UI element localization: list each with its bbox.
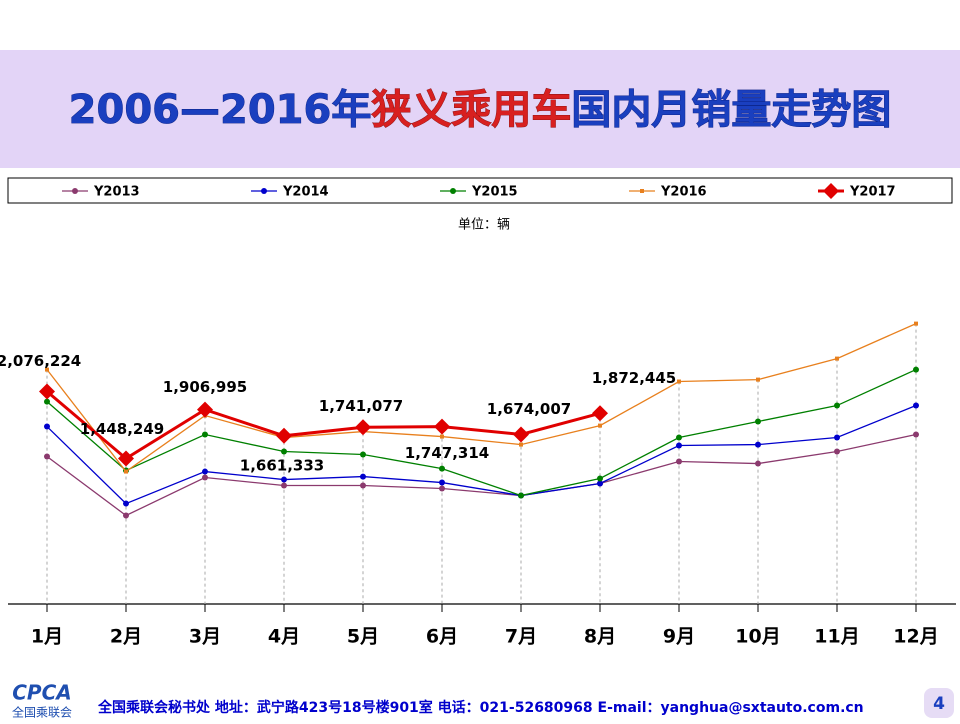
legend-marker — [72, 188, 78, 194]
legend-label: Y2014 — [282, 185, 329, 200]
marker — [914, 321, 918, 326]
x-tick-label: 10月 — [735, 626, 780, 648]
marker — [518, 492, 524, 499]
marker — [597, 475, 603, 482]
x-tick-label: 11月 — [814, 626, 859, 648]
marker — [360, 473, 366, 480]
marker — [755, 460, 761, 467]
marker — [519, 442, 523, 447]
marker — [513, 426, 529, 443]
marker — [44, 398, 50, 405]
marker — [360, 451, 366, 458]
marker — [834, 448, 840, 455]
x-tick-label: 12月 — [893, 626, 938, 648]
logo-box — [4, 684, 82, 718]
x-tick-label: 4月 — [268, 626, 300, 648]
marker — [276, 427, 292, 444]
title-part: 2006—2016年 — [69, 87, 372, 133]
marker — [755, 418, 761, 425]
marker — [913, 366, 919, 373]
marker — [360, 482, 366, 489]
series-line — [46, 404, 917, 505]
marker — [281, 448, 287, 455]
x-tick-label: 7月 — [505, 626, 537, 648]
value-label: 1,448,249 — [80, 420, 164, 438]
marker — [598, 423, 602, 428]
x-tick-label: 1月 — [31, 626, 63, 648]
legend-marker — [261, 188, 267, 194]
marker — [592, 405, 608, 422]
x-tick-label: 3月 — [189, 626, 221, 648]
marker — [597, 480, 603, 487]
marker — [676, 458, 682, 465]
value-label: 1,741,077 — [319, 397, 403, 415]
marker — [756, 377, 760, 382]
value-label: 1,872,445 — [592, 369, 676, 387]
marker — [123, 500, 129, 507]
marker — [44, 453, 50, 460]
title-part: 国内月销量走势图 — [571, 87, 891, 133]
marker — [355, 419, 371, 436]
x-tick-label: 9月 — [663, 626, 695, 648]
page-number-box — [924, 688, 954, 718]
x-tick-label: 6月 — [426, 626, 458, 648]
value-label: 1,906,995 — [163, 378, 247, 396]
marker — [834, 434, 840, 441]
x-tick-label: 8月 — [584, 626, 616, 648]
legend-marker — [640, 189, 644, 193]
title-highlight: 狭义乘用车 — [371, 87, 571, 133]
marker — [197, 401, 213, 418]
x-tick-label: 5月 — [347, 626, 379, 648]
marker — [39, 383, 55, 400]
logo: CPCA — [12, 681, 72, 705]
logo-subtitle: 全国乘联会 — [12, 705, 72, 720]
value-label: 1,747,314 — [405, 444, 489, 462]
marker — [123, 512, 129, 519]
title-band — [0, 50, 960, 168]
legend-label: Y2017 — [849, 185, 896, 200]
legend-label: Y2015 — [471, 185, 518, 200]
marker — [676, 434, 682, 441]
chart-title: 2006—2016年狭义乘用车国内月销量走势图 — [69, 87, 892, 133]
marker — [834, 402, 840, 409]
legend-marker — [823, 183, 839, 199]
x-tick-label: 2月 — [110, 626, 142, 648]
series-line — [46, 323, 917, 473]
marker — [202, 474, 208, 481]
marker — [913, 402, 919, 409]
value-label: 2,076,224 — [0, 352, 81, 370]
value-label: 1,661,333 — [240, 456, 324, 474]
marker — [676, 442, 682, 449]
plot: 1月 2月 3月 4月 5月 6月 7月 8月 9月 10月 11月 12月 2,076,224 1,44… — [0, 321, 939, 648]
marker — [440, 434, 444, 439]
marker — [45, 367, 49, 372]
marker — [439, 465, 445, 472]
legend-label: Y2016 — [660, 185, 707, 200]
marker — [202, 431, 208, 438]
legend-marker — [450, 188, 456, 194]
marker — [835, 356, 839, 361]
legend-box — [7, 177, 953, 204]
series-line — [46, 433, 917, 517]
marker — [677, 379, 681, 384]
marker — [44, 423, 50, 430]
value-label: 1,674,007 — [487, 400, 571, 418]
marker — [755, 441, 761, 448]
marker — [913, 431, 919, 438]
marker — [434, 418, 450, 435]
marker — [281, 476, 287, 483]
marker — [202, 468, 208, 475]
series-line — [46, 368, 917, 497]
series-line — [46, 390, 601, 461]
legend-label: Y2013 — [93, 185, 140, 200]
marker — [439, 485, 445, 492]
unit-label: 单位：辆 — [458, 218, 510, 233]
marker — [281, 482, 287, 489]
marker — [118, 450, 134, 467]
marker — [124, 469, 128, 474]
footer-text: 全国乘联会秘书处 地址：武宁路423号18号楼901室 电话：021-52680… — [97, 699, 864, 716]
marker — [439, 479, 445, 486]
page-number: 4 — [933, 694, 945, 714]
